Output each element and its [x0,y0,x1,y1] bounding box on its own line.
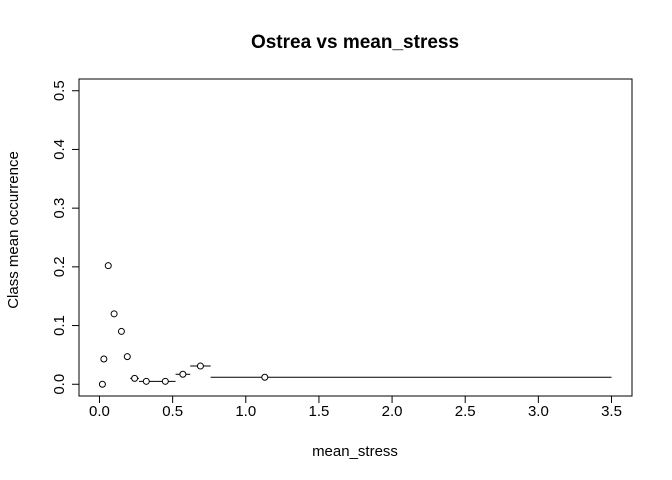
y-tick-label: 0.4 [51,139,68,160]
x-tick-label: 1.0 [235,403,256,420]
y-tick-label: 0.0 [51,374,68,395]
x-tick-label: 0.0 [89,403,110,420]
data-point [142,377,150,385]
data-point [261,373,269,381]
data-series [98,262,612,388]
x-tick-label: 3.0 [528,403,549,420]
data-point [161,377,169,385]
data-point [196,362,204,370]
x-tick-label: 1.5 [308,403,329,420]
y-tick-label: 0.2 [51,256,68,277]
x-tick-label: 0.5 [162,403,183,420]
data-point [104,262,112,270]
data-point [117,327,125,335]
y-axis: 0.0 0.1 0.2 0.3 0.4 0.5 [51,80,80,395]
data-point [131,374,139,382]
y-tick-label: 0.3 [51,198,68,219]
x-tick-label: 3.5 [601,403,622,420]
y-tick-label: 0.1 [51,315,68,336]
y-axis-label: Class mean occurrence [5,151,22,309]
x-tick-label: 2.0 [382,403,403,420]
data-point [98,380,106,388]
data-point [179,370,187,378]
data-point [110,310,118,318]
data-point [123,353,131,361]
x-axis-label: mean_stress [312,443,398,460]
x-tick-label: 2.5 [455,403,476,420]
data-point [100,355,108,363]
y-tick-label: 0.5 [51,80,68,101]
chart-title: Ostrea vs mean_stress [251,32,459,53]
x-axis: 0.0 0.5 1.0 1.5 2.0 2.5 3.0 3.5 [89,395,622,420]
plot-frame [78,78,633,397]
